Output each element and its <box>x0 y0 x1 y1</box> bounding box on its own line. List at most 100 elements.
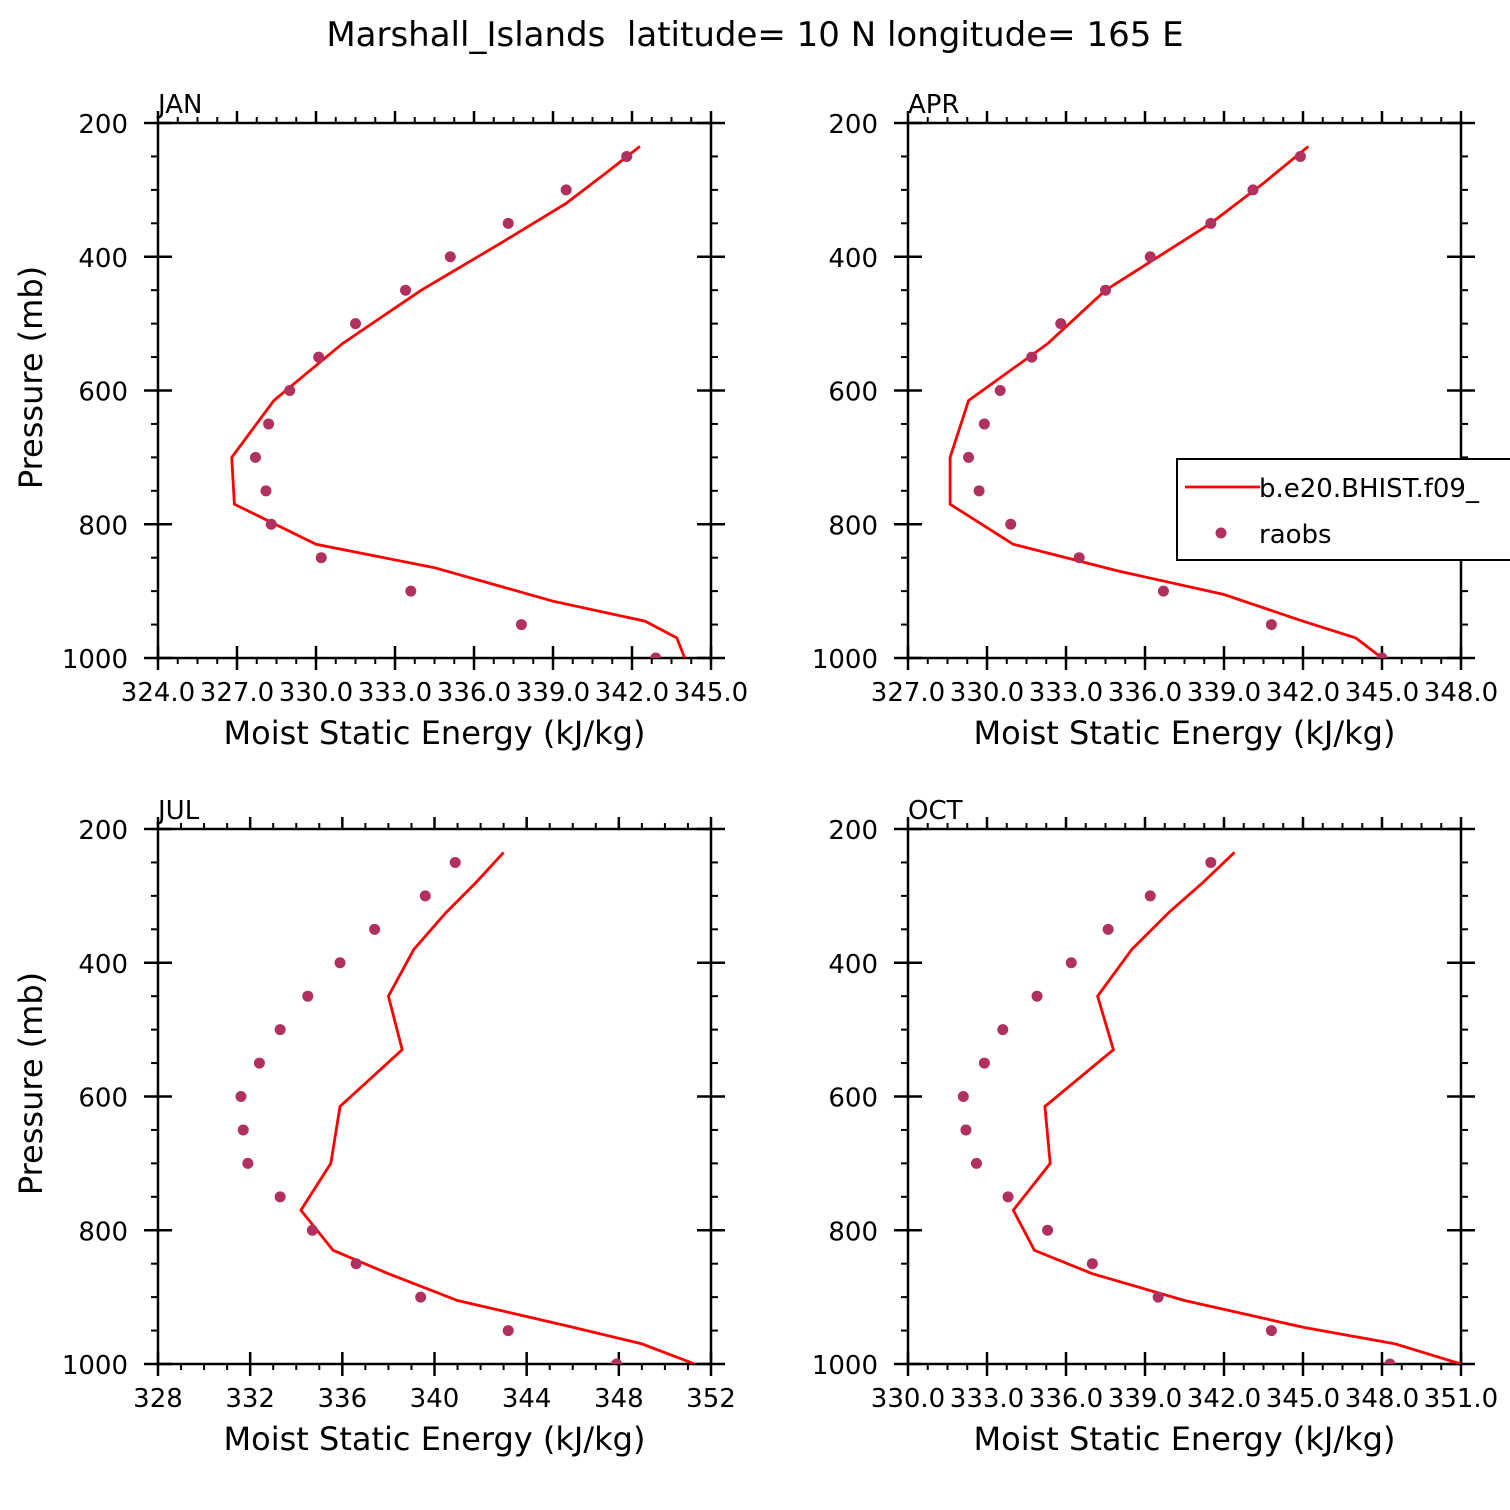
panel-label: JAN <box>156 90 202 120</box>
x-tick-label: 345.0 <box>1345 678 1419 708</box>
x-tick-label: 336.0 <box>1029 1384 1103 1414</box>
raobs-point <box>1055 318 1067 330</box>
x-tick-label: 342.0 <box>595 678 669 708</box>
raobs-point <box>1205 856 1217 868</box>
x-tick-label: 330.0 <box>871 1384 945 1414</box>
raobs-point <box>263 418 275 430</box>
data-layer <box>948 145 1388 658</box>
x-tick-label: 332 <box>225 1384 275 1414</box>
raobs-point <box>1144 251 1156 263</box>
raobs-point <box>265 518 277 530</box>
x-tick-label: 342.0 <box>1266 678 1340 708</box>
y-tick-label: 800 <box>828 511 878 541</box>
raobs-point <box>313 351 325 363</box>
chart-panel-apr: APR 327.0 330.0 333.0 336.0 339.0 342.0 345.0 34… <box>812 90 1498 752</box>
y-tick-label: 600 <box>828 1084 878 1114</box>
panel-label: JUL <box>156 796 200 826</box>
legend-label-model: b.e20.BHIST.f09_ <box>1259 474 1480 504</box>
x-tick-label: 352 <box>686 1384 736 1414</box>
raobs-point <box>1031 990 1043 1002</box>
raobs-point <box>235 1091 247 1102</box>
x-tick-label: 336 <box>318 1384 368 1414</box>
raobs-point <box>242 1157 254 1169</box>
x-tick-label: 344 <box>502 1384 552 1414</box>
raobs-point <box>405 585 417 597</box>
x-tick-label: 330.0 <box>950 678 1024 708</box>
y-axis-title: Pressure (mb) <box>12 266 50 489</box>
chart-panel-jul: JUL 328 332 336 340 344 348 352 200 400 600 800 1000… <box>12 796 736 1458</box>
x-axis-title: Moist Static Energy (kJ/kg) <box>224 714 646 752</box>
y-tick-label: 400 <box>78 950 128 980</box>
y-tick-label: 200 <box>828 816 878 846</box>
x-tick-label: 327.0 <box>871 678 945 708</box>
y-tick-label: 800 <box>828 1217 878 1247</box>
chart-panel-jan: JAN 324.0 327.0 330.0 333.0 336.0 339.0 342.0 34… <box>12 90 748 752</box>
data-layer <box>957 851 1461 1364</box>
raobs-point <box>650 652 662 658</box>
raobs-point <box>253 1057 265 1069</box>
y-tick-label: 1000 <box>812 1351 878 1381</box>
y-tick-label: 800 <box>78 1217 128 1247</box>
raobs-point <box>1265 619 1277 631</box>
x-tick-label: 340 <box>410 1384 460 1414</box>
y-tick-label: 600 <box>828 378 878 408</box>
y-tick-label: 1000 <box>62 1351 128 1381</box>
model-series-line <box>1011 851 1461 1364</box>
raobs-point <box>237 1124 249 1136</box>
raobs-point <box>1265 1325 1277 1337</box>
raobs-point <box>350 1258 362 1270</box>
x-tick-label: 342.0 <box>1187 1384 1261 1414</box>
raobs-point <box>334 957 346 969</box>
raobs-point <box>315 552 327 564</box>
x-tick-label: 330.0 <box>279 678 353 708</box>
raobs-point <box>350 318 361 330</box>
raobs-point <box>970 1157 982 1169</box>
legend-marker-swatch <box>1215 527 1227 539</box>
raobs-point <box>1005 518 1017 530</box>
x-tick-label: 351.0 <box>1424 1384 1498 1414</box>
raobs-point <box>415 1291 427 1303</box>
raobs-point <box>515 619 527 631</box>
raobs-point <box>957 1091 969 1102</box>
panel-label: APR <box>908 90 960 120</box>
raobs-point <box>960 1124 972 1136</box>
raobs-point <box>1376 652 1388 658</box>
x-tick-label: 336.0 <box>1108 678 1182 708</box>
x-axis-title: Moist Static Energy (kJ/kg) <box>974 714 1396 752</box>
y-tick-label: 600 <box>78 378 128 408</box>
raobs-point <box>560 184 572 196</box>
x-tick-label: 348.0 <box>1424 678 1498 708</box>
y-tick-label: 200 <box>78 816 128 846</box>
raobs-point <box>963 451 975 463</box>
y-tick-label: 1000 <box>62 645 128 675</box>
y-tick-label: 800 <box>78 511 128 541</box>
plot-frame <box>906 121 1463 660</box>
raobs-point <box>1157 585 1169 597</box>
x-tick-label: 348.0 <box>1345 1384 1419 1414</box>
x-tick-label: 336.0 <box>437 678 511 708</box>
figure-title: Marshall_Islands latitude= 10 N longitud… <box>326 15 1183 55</box>
chart-panel-oct: OCT 330.0 333.0 336.0 339.0 342.0 345.0 348.0 35… <box>812 796 1498 1458</box>
model-series-line <box>948 145 1383 658</box>
raobs-point <box>1065 957 1077 969</box>
plot-frame <box>156 121 713 660</box>
x-tick-label: 324.0 <box>121 678 195 708</box>
raobs-point <box>1042 1224 1054 1236</box>
raobs-point <box>621 150 633 162</box>
raobs-point <box>1086 1258 1098 1270</box>
raobs-point <box>1073 552 1085 564</box>
raobs-point <box>1247 184 1259 196</box>
raobs-point <box>1294 150 1306 162</box>
x-tick-label: 345.0 <box>1266 1384 1340 1414</box>
y-axis-title: Pressure (mb) <box>12 972 50 1195</box>
legend-box <box>1176 458 1510 561</box>
raobs-point <box>369 923 381 935</box>
x-tick-label: 328 <box>133 1384 183 1414</box>
legend-label-raobs: raobs <box>1259 520 1332 550</box>
x-tick-label: 333.0 <box>1029 678 1103 708</box>
y-tick-label: 400 <box>828 950 878 980</box>
x-tick-label: 348 <box>594 1384 644 1414</box>
panel-label: OCT <box>908 796 963 826</box>
raobs-point <box>1002 1191 1014 1203</box>
raobs-point <box>444 251 456 263</box>
